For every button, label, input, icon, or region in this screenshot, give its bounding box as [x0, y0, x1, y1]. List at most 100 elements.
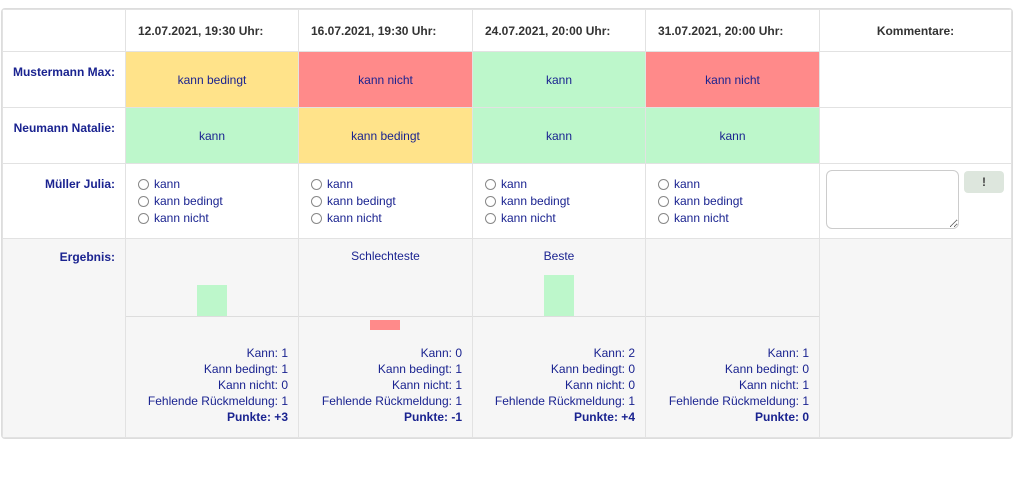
radio-label: kann nicht [327, 211, 382, 225]
participant-name: Neumann Natalie: [2, 107, 126, 164]
radio-button[interactable] [311, 196, 322, 207]
radio-option[interactable]: kann [658, 176, 819, 193]
stat-bedingt: Kann bedingt: 1 [203, 362, 288, 376]
result-stats: Kann: 1 Kann bedingt: 0 Kann nicht: 1 Fe… [646, 317, 819, 437]
header-row: 12.07.2021, 19:30 Uhr: 16.07.2021, 19:30… [2, 9, 1012, 52]
radio-button[interactable] [485, 179, 496, 190]
result-label: Ergebnis: [2, 238, 126, 438]
stat-punkte: Punkte: -1 [403, 410, 462, 424]
participant-name: Mustermann Max: [2, 51, 126, 108]
points-chart: Beste [473, 239, 645, 317]
stat-fehlend: Fehlende Rückmeldung: 1 [494, 394, 635, 408]
radio-option[interactable]: kann bedingt [658, 193, 819, 210]
status-cell: kann [472, 107, 646, 164]
date-header: 16.07.2021, 19:30 Uhr: [298, 9, 473, 52]
radio-option[interactable]: kann [138, 176, 298, 193]
status-cell: kann nicht [298, 51, 473, 108]
radio-group: kann kann bedingt kann nicht [125, 163, 299, 239]
status-cell: kann nicht [645, 51, 820, 108]
result-stats: Kann: 1 Kann bedingt: 1 Kann nicht: 0 Fe… [126, 317, 298, 437]
participant-name: Müller Julia: [2, 163, 126, 239]
status-cell: kann [472, 51, 646, 108]
points-bar [370, 320, 400, 331]
stat-punkte: Punkte: 0 [754, 410, 809, 424]
stat-nicht: Kann nicht: 0 [564, 378, 635, 392]
comment-submit-button[interactable]: ! [964, 171, 1004, 193]
stat-kann: Kann: 0 [420, 346, 462, 360]
result-cell: Kann: 1 Kann bedingt: 1 Kann nicht: 0 Fe… [125, 238, 299, 438]
points-chart [126, 239, 298, 317]
date-header: 24.07.2021, 20:00 Uhr: [472, 9, 646, 52]
radio-button[interactable] [311, 179, 322, 190]
radio-label: kann [327, 177, 354, 191]
comment-cell [819, 51, 1012, 108]
stat-nicht: Kann nicht: 0 [217, 378, 288, 392]
radio-label: kann [501, 177, 528, 191]
radio-label: kann bedingt [327, 194, 396, 208]
result-stats: Kann: 0 Kann bedingt: 1 Kann nicht: 1 Fe… [299, 317, 472, 437]
radio-button[interactable] [311, 213, 322, 224]
radio-label: kann bedingt [674, 194, 743, 208]
status-cell: kann bedingt [298, 107, 473, 164]
radio-button[interactable] [658, 213, 669, 224]
radio-button[interactable] [658, 196, 669, 207]
stat-bedingt: Kann bedingt: 1 [377, 362, 462, 376]
result-tag: Beste [543, 249, 575, 263]
stat-nicht: Kann nicht: 1 [391, 378, 462, 392]
result-cell: Schlechteste Kann: 0 Kann bedingt: 1 Kan… [298, 238, 473, 438]
radio-option[interactable]: kann [485, 176, 645, 193]
status-cell: kann bedingt [125, 51, 299, 108]
radio-button[interactable] [138, 179, 149, 190]
radio-button[interactable] [658, 179, 669, 190]
status-cell: kann [645, 107, 820, 164]
poll-table-container: 12.07.2021, 19:30 Uhr: 16.07.2021, 19:30… [1, 8, 1013, 439]
comment-cell [819, 107, 1012, 164]
radio-option[interactable]: kann nicht [485, 210, 645, 227]
radio-option[interactable]: kann nicht [658, 210, 819, 227]
radio-label: kann nicht [501, 211, 556, 225]
result-row: Ergebnis: Kann: 1 Kann bedingt: 1 Kann n… [2, 238, 1012, 438]
radio-button[interactable] [485, 213, 496, 224]
radio-button[interactable] [138, 196, 149, 207]
result-tag: Schlechteste [351, 249, 420, 263]
participant-row: Neumann Natalie: kann kann bedingt kann … [2, 107, 1012, 164]
radio-button[interactable] [485, 196, 496, 207]
stat-nicht: Kann nicht: 1 [738, 378, 809, 392]
points-chart: Schlechteste [299, 239, 472, 317]
status-cell: kann [125, 107, 299, 164]
result-stats: Kann: 2 Kann bedingt: 0 Kann nicht: 0 Fe… [473, 317, 645, 437]
radio-label: kann bedingt [154, 194, 223, 208]
radio-label: kann bedingt [501, 194, 570, 208]
date-header: 12.07.2021, 19:30 Uhr: [125, 9, 299, 52]
stat-fehlend: Fehlende Rückmeldung: 1 [668, 394, 809, 408]
radio-label: kann nicht [154, 211, 209, 225]
stat-kann: Kann: 1 [246, 346, 288, 360]
participant-row: Mustermann Max: kann bedingt kann nicht … [2, 51, 1012, 108]
stat-kann: Kann: 1 [767, 346, 809, 360]
radio-option[interactable]: kann bedingt [311, 193, 472, 210]
radio-group: kann kann bedingt kann nicht [472, 163, 646, 239]
comment-textarea[interactable] [826, 170, 959, 229]
radio-option[interactable]: kann nicht [311, 210, 472, 227]
poll-table: 12.07.2021, 19:30 Uhr: 16.07.2021, 19:30… [2, 9, 1012, 438]
result-empty-cell [819, 238, 1012, 438]
radio-group: kann kann bedingt kann nicht [645, 163, 820, 239]
radio-label: kann [674, 177, 701, 191]
radio-button[interactable] [138, 213, 149, 224]
radio-option[interactable]: kann [311, 176, 472, 193]
radio-option[interactable]: kann bedingt [138, 193, 298, 210]
result-cell: Kann: 1 Kann bedingt: 0 Kann nicht: 1 Fe… [645, 238, 820, 438]
radio-label: kann [154, 177, 181, 191]
radio-option[interactable]: kann nicht [138, 210, 298, 227]
points-chart [646, 239, 819, 317]
stat-kann: Kann: 2 [593, 346, 635, 360]
stat-punkte: Punkte: +3 [226, 410, 288, 424]
corner-cell [2, 9, 126, 52]
stat-punkte: Punkte: +4 [573, 410, 635, 424]
points-bar [544, 274, 574, 316]
radio-group: kann kann bedingt kann nicht [298, 163, 473, 239]
date-header: 31.07.2021, 20:00 Uhr: [645, 9, 820, 52]
points-bar [197, 285, 227, 316]
radio-option[interactable]: kann bedingt [485, 193, 645, 210]
stat-bedingt: Kann bedingt: 0 [550, 362, 635, 376]
